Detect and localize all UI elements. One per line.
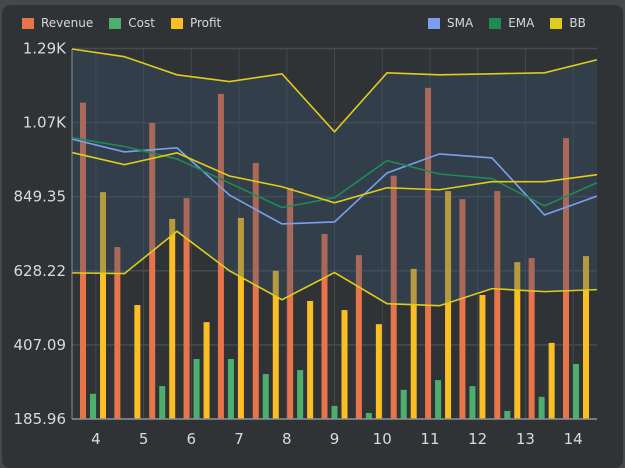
- bar-profit: [203, 322, 210, 419]
- bar-cost: [193, 358, 200, 419]
- legend-label: Profit: [189, 16, 222, 30]
- bar-profit: [307, 301, 314, 419]
- legend-item-profit[interactable]: Profit: [170, 16, 222, 30]
- bar-cost: [227, 358, 234, 419]
- bar-revenue: [321, 233, 328, 419]
- bar-cost: [90, 393, 96, 419]
- bar-cost: [331, 405, 338, 419]
- legend-item-sma[interactable]: SMA: [428, 16, 473, 30]
- legend-indicators: SMA EMA BB: [428, 16, 586, 30]
- bar-profit: [375, 324, 382, 419]
- bar-profit: [514, 262, 521, 419]
- bar-revenue: [563, 138, 569, 419]
- bar-cost: [400, 389, 407, 419]
- x-tick-label: 12: [468, 430, 487, 448]
- x-tick-label: 14: [564, 430, 583, 448]
- legend-swatch: [489, 17, 502, 29]
- bar-cost: [538, 396, 545, 419]
- bar-cost: [297, 370, 304, 419]
- bar-cost: [159, 386, 166, 419]
- bar-revenue: [425, 87, 432, 419]
- legend-swatch: [109, 17, 122, 29]
- bar-cost: [469, 386, 476, 419]
- x-tick-label: 8: [282, 430, 292, 448]
- x-tick-label: 6: [187, 430, 197, 448]
- x-tick-label: 5: [139, 430, 149, 448]
- bar-profit: [272, 270, 279, 419]
- bar-revenue: [183, 198, 190, 419]
- legend-label: EMA: [508, 16, 535, 30]
- bar-revenue: [355, 255, 362, 419]
- y-tick-label: 628.22: [14, 262, 67, 280]
- bar-revenue: [494, 191, 501, 419]
- bollinger-band-fill: [72, 49, 597, 306]
- legend-swatch: [428, 17, 440, 29]
- bar-profit: [583, 256, 589, 419]
- y-tick-label: 1.29K: [23, 39, 67, 57]
- bar-profit: [237, 217, 244, 419]
- bars-group: [80, 87, 589, 419]
- x-tick-label: 7: [234, 430, 244, 448]
- legend-item-cost[interactable]: Cost: [109, 16, 155, 30]
- line-sma: [71, 138, 598, 225]
- bar-revenue: [149, 123, 156, 419]
- bar-revenue: [80, 102, 86, 419]
- bar-revenue: [252, 162, 259, 419]
- y-tick-label: 1.07K: [23, 114, 67, 132]
- line-bb-upper: [71, 48, 598, 133]
- legend-label: SMA: [447, 16, 474, 30]
- x-tick-label: 11: [420, 430, 439, 448]
- legend-label: Cost: [128, 16, 155, 30]
- bar-profit: [341, 310, 348, 419]
- bar-revenue: [459, 199, 466, 419]
- bar-cost: [262, 374, 269, 419]
- legend-series: Revenue Cost Profit: [22, 16, 221, 30]
- bar-cost: [504, 410, 511, 419]
- x-tick-label: 10: [373, 430, 392, 448]
- y-tick-label: 185.96: [14, 410, 67, 428]
- line-bb-middle: [71, 151, 598, 204]
- bar-cost: [573, 364, 579, 419]
- x-tick-label: 13: [516, 430, 535, 448]
- bar-revenue: [114, 247, 121, 419]
- legend-item-revenue[interactable]: Revenue: [22, 16, 93, 30]
- line-ema: [71, 137, 598, 209]
- y-tick-label: 407.09: [14, 336, 67, 354]
- x-tick-label: 4: [91, 430, 101, 448]
- bar-profit: [100, 192, 106, 419]
- legend-swatch: [550, 17, 563, 29]
- legend-label: BB: [569, 16, 586, 30]
- bar-profit: [410, 268, 417, 419]
- bar-cost: [365, 412, 372, 419]
- bar-cost: [435, 380, 442, 419]
- legend-item-bb[interactable]: BB: [550, 16, 586, 30]
- bar-profit: [169, 218, 176, 419]
- bar-profit: [134, 305, 141, 419]
- legend-swatch: [170, 17, 183, 29]
- bar-profit: [548, 342, 555, 419]
- x-tick-label: 9: [330, 430, 340, 448]
- legend-label: Revenue: [41, 16, 94, 30]
- legend-swatch: [22, 17, 34, 29]
- bar-revenue: [390, 175, 397, 419]
- bar-revenue: [287, 188, 294, 419]
- bar-profit: [479, 294, 486, 419]
- line-bb-lower: [71, 230, 598, 307]
- bar-profit: [445, 191, 452, 419]
- bar-revenue: [528, 258, 535, 419]
- bar-revenue: [217, 93, 224, 419]
- legend-item-ema[interactable]: EMA: [489, 16, 534, 30]
- y-tick-label: 849.35: [14, 188, 67, 206]
